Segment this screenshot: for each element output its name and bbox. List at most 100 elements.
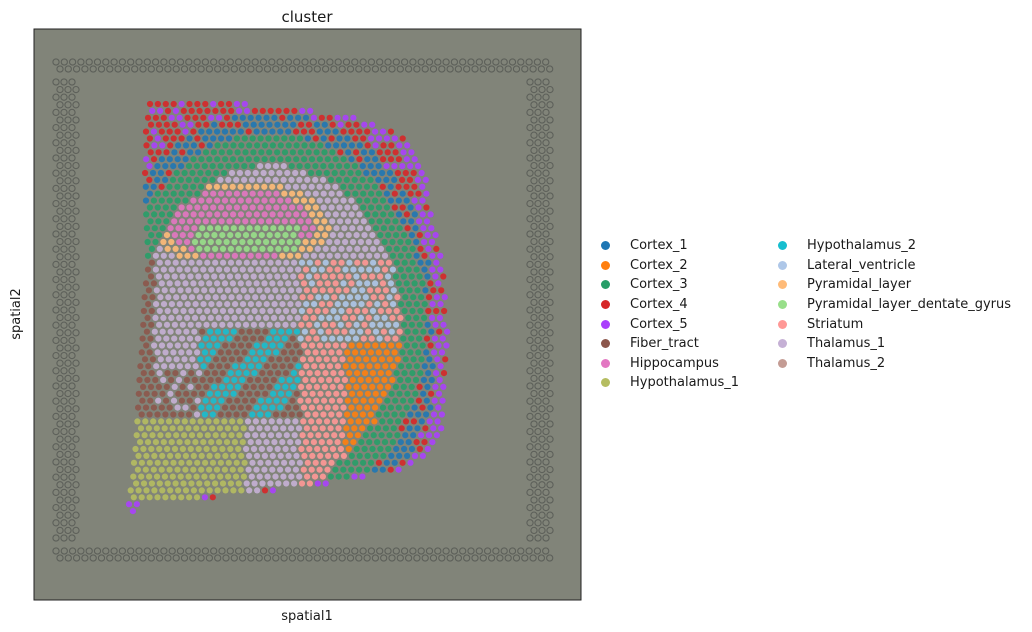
spot <box>166 466 173 473</box>
spot <box>285 142 292 149</box>
spot <box>363 466 371 473</box>
spot <box>211 321 218 328</box>
spot <box>406 176 414 183</box>
spot <box>354 259 361 266</box>
spot <box>253 466 260 473</box>
spot <box>258 121 265 128</box>
spot <box>373 314 380 321</box>
spot <box>185 176 192 183</box>
spot <box>302 439 310 446</box>
fiducial-dot <box>363 65 371 73</box>
fiducial-dot <box>542 336 550 345</box>
legend-item: Cortex_3 <box>596 275 773 295</box>
fiducial-dot <box>201 547 210 555</box>
spot <box>423 335 431 342</box>
spot <box>414 176 421 183</box>
fiducial-dot <box>60 488 68 497</box>
spot <box>181 169 188 177</box>
spot <box>323 294 330 301</box>
spot <box>341 390 348 397</box>
spot <box>201 176 208 183</box>
spot <box>190 128 197 135</box>
spot <box>241 204 248 211</box>
spot <box>247 439 254 446</box>
spot <box>282 370 290 377</box>
spot <box>326 238 333 246</box>
spot <box>321 149 328 156</box>
spot <box>315 169 322 177</box>
spot <box>411 342 418 349</box>
spot <box>361 370 369 377</box>
spot <box>324 128 331 135</box>
spot <box>296 459 303 466</box>
spot <box>204 107 211 114</box>
fiducial-dot <box>483 547 492 555</box>
spot <box>234 383 241 390</box>
spot <box>217 459 224 466</box>
spot <box>179 149 186 156</box>
spot <box>135 487 142 494</box>
spot <box>357 314 364 321</box>
spot <box>385 245 392 252</box>
spot <box>238 452 245 459</box>
spot <box>357 328 364 335</box>
spot <box>186 494 193 501</box>
fiducial-dot <box>135 547 143 555</box>
spot <box>242 335 249 342</box>
spot <box>171 232 178 239</box>
spot <box>170 135 177 142</box>
spot <box>354 245 361 252</box>
fiducial-dot <box>450 547 459 555</box>
fiducial-dot <box>56 420 64 428</box>
spot <box>225 473 232 480</box>
fiducial-dot <box>72 313 80 322</box>
spot <box>279 363 286 370</box>
spot <box>195 232 202 239</box>
spot <box>209 163 216 170</box>
spot <box>267 245 274 252</box>
spot <box>178 100 185 108</box>
spot <box>263 114 270 121</box>
spot <box>332 452 340 459</box>
fiducial-dot <box>197 554 205 562</box>
spot <box>324 404 331 411</box>
spot <box>216 252 223 259</box>
spot <box>404 390 411 397</box>
spot <box>215 314 222 321</box>
spot <box>340 197 347 204</box>
spot <box>133 432 140 439</box>
spot <box>351 425 358 432</box>
spot <box>370 245 377 252</box>
spot <box>387 418 394 425</box>
spot <box>266 149 273 156</box>
spot <box>143 328 150 335</box>
spot <box>269 342 276 349</box>
spot <box>392 397 399 404</box>
spot <box>295 252 302 259</box>
spot <box>336 204 343 211</box>
spot <box>177 287 184 294</box>
spot <box>214 342 221 349</box>
spot <box>428 376 435 384</box>
spot <box>419 342 426 349</box>
fiducial-dot <box>60 382 68 390</box>
spot <box>407 163 414 170</box>
fiducial-dot <box>542 367 550 375</box>
spot <box>325 390 332 397</box>
spot <box>226 397 233 404</box>
spot <box>298 445 305 453</box>
spot <box>326 363 334 370</box>
spot <box>149 356 156 363</box>
spot <box>344 397 351 404</box>
spot <box>287 252 294 259</box>
fiducial-dot <box>546 405 554 413</box>
spot <box>263 252 270 259</box>
spot <box>274 273 281 280</box>
spot <box>158 466 165 473</box>
spot <box>442 356 449 363</box>
spot <box>429 439 436 446</box>
fiducial-dot <box>64 131 72 139</box>
spot <box>332 211 339 218</box>
spot <box>170 163 177 170</box>
spot <box>148 307 155 315</box>
